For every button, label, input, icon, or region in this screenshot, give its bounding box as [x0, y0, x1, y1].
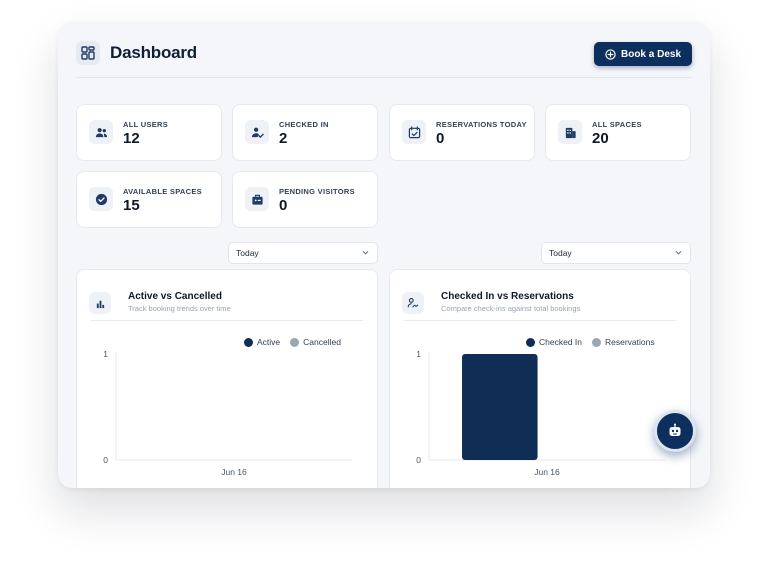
- plus-circle-icon: [605, 48, 616, 60]
- stat-value: 0: [279, 197, 288, 214]
- chart-subtitle: Compare check-ins against total bookings: [441, 304, 581, 313]
- chart-bar: [462, 354, 538, 460]
- stat-value: 12: [123, 130, 140, 147]
- book-desk-label: Book a Desk: [620, 48, 682, 60]
- chart-legend: Checked In Reservations: [526, 337, 655, 347]
- chart-title: Checked In vs Reservations: [441, 291, 574, 302]
- chart-plot: 0 1 Jun 16: [103, 349, 352, 477]
- stat-value: 20: [592, 130, 609, 147]
- x-tick-label: Jun 16: [221, 467, 247, 477]
- dashboard-grid-icon: [76, 41, 100, 65]
- date-filter-select[interactable]: Today: [541, 242, 691, 264]
- stat-label: ALL USERS: [123, 120, 169, 129]
- robot-icon: [669, 423, 681, 436]
- stat-value: 2: [279, 130, 288, 147]
- building-icon: [558, 120, 582, 144]
- users-icon: [89, 120, 113, 144]
- book-desk-button[interactable]: Book a Desk: [594, 42, 692, 66]
- user-check-icon: [245, 120, 269, 144]
- legend-swatch: [526, 337, 535, 347]
- legend-label: Reservations: [605, 337, 655, 347]
- chart-legend: Active Cancelled: [244, 337, 341, 347]
- stat-card-all-spaces[interactable]: ALL SPACES 20: [545, 104, 691, 161]
- stat-label: AVAILABLE SPACES: [123, 187, 202, 196]
- legend-label: Active: [257, 337, 281, 347]
- chevron-down-icon: [675, 251, 682, 255]
- app-window: Dashboard Book a Desk ALL USERS 12: [58, 22, 710, 488]
- chart-card-active-vs-cancelled: Active vs Cancelled Track booking trends…: [76, 269, 378, 488]
- stat-card-all-users[interactable]: ALL USERS 12: [76, 104, 222, 161]
- y-tick-label: 0: [103, 455, 108, 465]
- bar-chart-icon: [89, 292, 111, 314]
- stat-value: 0: [436, 130, 445, 147]
- y-tick-label: 1: [416, 349, 421, 359]
- divider: [404, 320, 676, 321]
- briefcase-icon: [245, 187, 269, 211]
- legend-swatch: [244, 337, 253, 347]
- stat-label: ALL SPACES: [592, 120, 642, 129]
- chart-title: Active vs Cancelled: [128, 291, 222, 302]
- stat-value: 15: [123, 197, 140, 214]
- date-filter-value: Today: [549, 248, 572, 258]
- chart-subtitle: Track booking trends over time: [128, 304, 231, 313]
- stat-label: PENDING VISITORS: [279, 187, 355, 196]
- date-filter-select[interactable]: Today: [228, 242, 378, 264]
- date-filter-value: Today: [236, 248, 259, 258]
- user-signature-icon: [402, 292, 424, 314]
- y-tick-label: 0: [416, 455, 421, 465]
- check-circle-icon: [89, 187, 113, 211]
- x-tick-label: Jun 16: [534, 467, 560, 477]
- legend-swatch: [592, 337, 601, 347]
- page-header: Dashboard Book a Desk: [76, 38, 692, 78]
- y-tick-label: 1: [103, 349, 108, 359]
- legend-label: Checked In: [539, 337, 582, 347]
- divider: [91, 320, 363, 321]
- stat-label: RESERVATIONS TODAY: [436, 120, 527, 129]
- stat-card-checked-in[interactable]: CHECKED IN 2: [232, 104, 378, 161]
- legend-swatch: [290, 337, 300, 347]
- page-title: Dashboard: [110, 43, 197, 62]
- legend-label: Cancelled: [303, 337, 341, 347]
- chart-plot: 0 1 Jun 16: [416, 349, 665, 477]
- chart-card-checked-in-vs-reservations: Checked In vs Reservations Compare check…: [389, 269, 691, 488]
- stat-card-pending-visitors[interactable]: PENDING VISITORS 0: [232, 171, 378, 228]
- stat-card-available-spaces[interactable]: AVAILABLE SPACES 15: [76, 171, 222, 228]
- chevron-down-icon: [362, 251, 369, 255]
- assistant-fab-button[interactable]: [654, 410, 696, 452]
- stat-card-reservations-today[interactable]: RESERVATIONS TODAY 0: [389, 104, 535, 161]
- stat-label: CHECKED IN: [279, 120, 329, 129]
- calendar-check-icon: [402, 120, 426, 144]
